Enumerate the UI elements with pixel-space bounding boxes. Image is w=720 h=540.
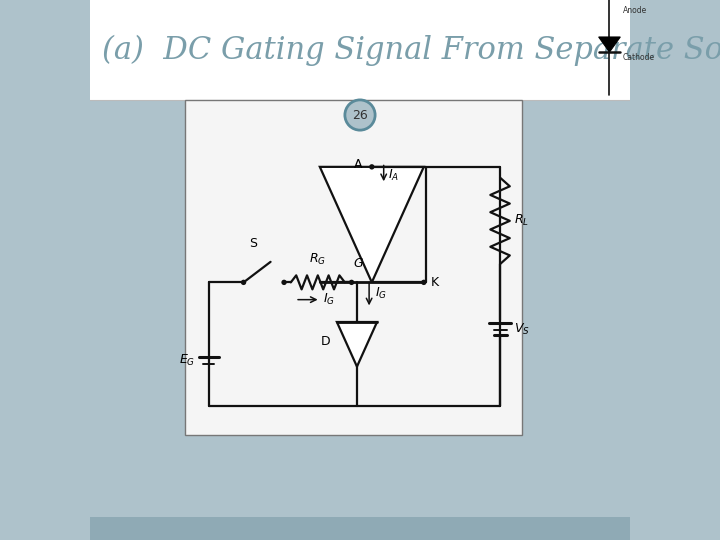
Circle shape	[282, 280, 287, 285]
Text: $I_G$: $I_G$	[323, 292, 336, 307]
Text: (a)  DC Gating Signal From Separate Source: (a) DC Gating Signal From Separate Sourc…	[102, 35, 720, 65]
Text: $R_G$: $R_G$	[310, 252, 326, 267]
Bar	[184, 100, 522, 435]
Polygon shape	[320, 167, 424, 282]
Text: $E_G$: $E_G$	[179, 353, 195, 368]
Polygon shape	[337, 322, 377, 367]
Polygon shape	[599, 37, 621, 52]
Bar	[90, 517, 630, 540]
Circle shape	[421, 280, 426, 285]
Text: 26: 26	[352, 109, 368, 122]
Text: $R_L$: $R_L$	[513, 213, 528, 228]
Circle shape	[349, 280, 354, 285]
Circle shape	[345, 100, 375, 130]
Text: K: K	[431, 276, 438, 289]
Bar	[90, 0, 630, 100]
Text: $I_G$: $I_G$	[374, 286, 387, 301]
Text: $I_A$: $I_A$	[388, 167, 399, 183]
Text: A: A	[354, 158, 362, 171]
Circle shape	[241, 280, 246, 285]
Text: $V_S$: $V_S$	[513, 322, 529, 338]
Circle shape	[369, 164, 374, 170]
Text: Cathode: Cathode	[622, 53, 654, 62]
Text: G: G	[354, 258, 364, 271]
Text: S: S	[249, 237, 257, 250]
Text: Anode: Anode	[622, 6, 647, 16]
Text: D: D	[321, 335, 330, 348]
